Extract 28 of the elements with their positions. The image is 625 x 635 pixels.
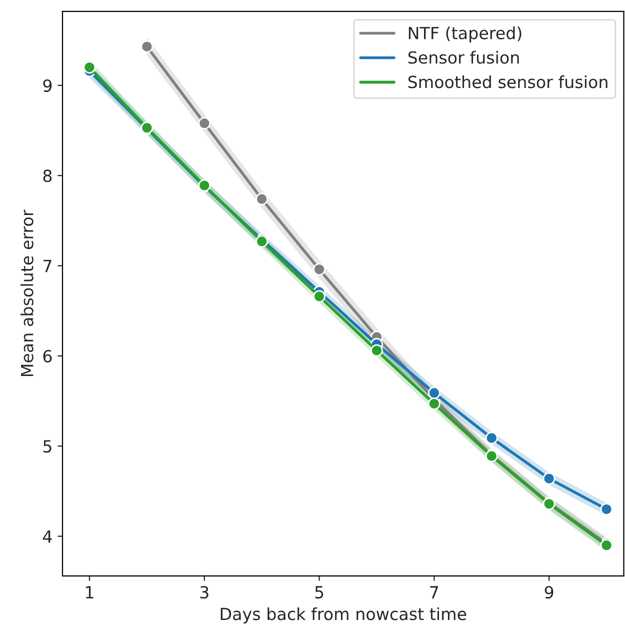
- x-tick-label: 9: [544, 586, 554, 599]
- y-tick-label: 6: [43, 350, 52, 362]
- legend-label: NTF (tapered): [408, 26, 522, 43]
- point: [370, 344, 383, 357]
- x-tick-label: 5: [315, 586, 324, 599]
- y-tick-label: 7: [44, 260, 52, 272]
- legend-label: Smoothed sensor fusion: [408, 75, 608, 88]
- x-tick-label: 1: [86, 586, 94, 598]
- point: [198, 117, 211, 130]
- point: [428, 397, 440, 410]
- y-tick-label: 4: [42, 530, 52, 543]
- x-tick-label: 3: [200, 586, 208, 599]
- point: [256, 192, 268, 206]
- legend-label: Sensor fusion: [408, 50, 519, 64]
- point: [485, 432, 498, 444]
- y-tick-label: 5: [43, 440, 52, 453]
- x-tick-label: 7: [430, 586, 438, 598]
- x-axis-title: Days back from nowcast time: [220, 607, 466, 624]
- point: [313, 290, 326, 303]
- y-tick-label: 8: [43, 170, 52, 182]
- point: [140, 40, 154, 53]
- point: [83, 61, 96, 74]
- y-tick-label: 9: [43, 79, 52, 92]
- y-axis-title: Mean absolute error: [20, 210, 34, 376]
- point: [428, 386, 440, 400]
- point: [542, 472, 556, 485]
- point: [313, 263, 326, 276]
- point: [600, 502, 613, 516]
